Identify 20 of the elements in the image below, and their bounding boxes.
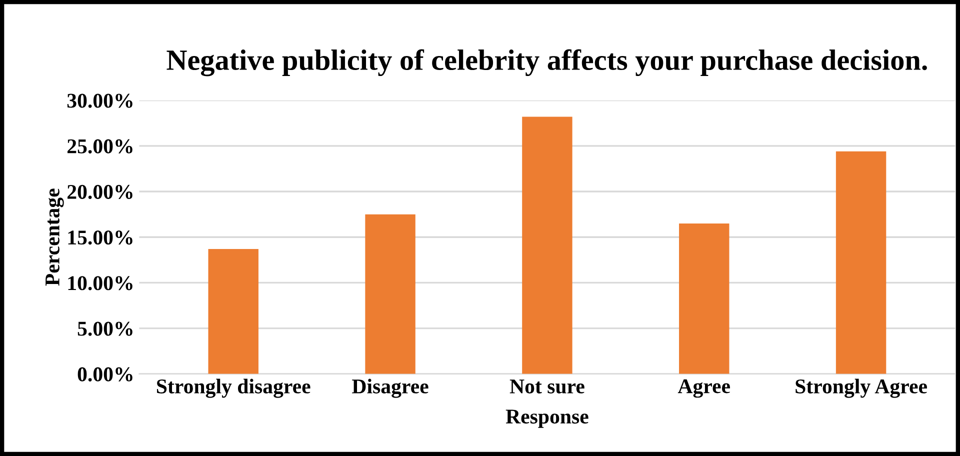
x-tick-label: Not sure bbox=[510, 380, 584, 394]
x-tick-label: Disagree bbox=[352, 378, 428, 398]
y-tick-label: 20.00% bbox=[68, 184, 132, 200]
y-tick-label: 25.00% bbox=[68, 139, 132, 154]
chart-title: Negative publicity of celebrity affects your purchase decision. bbox=[166, 49, 927, 76]
y-axis-title: Percentage bbox=[46, 188, 64, 286]
bar bbox=[522, 116, 572, 374]
x-axis-title: Response bbox=[506, 410, 588, 428]
y-tick-label: 10.00% bbox=[68, 276, 132, 290]
bar bbox=[208, 248, 258, 374]
bar bbox=[836, 151, 886, 374]
y-tick-label: 30.00% bbox=[67, 94, 132, 108]
x-tick-label: Agree bbox=[678, 379, 730, 398]
y-tick-label: 0.00% bbox=[78, 367, 132, 382]
bar bbox=[679, 223, 730, 374]
bar bbox=[365, 214, 416, 374]
x-tick-label: Strongly disagree bbox=[157, 378, 310, 398]
y-tick-label: 5.00% bbox=[78, 322, 132, 336]
x-tick-label: Strongly Agree bbox=[796, 378, 927, 398]
y-tick-label: 15.00% bbox=[68, 230, 132, 245]
